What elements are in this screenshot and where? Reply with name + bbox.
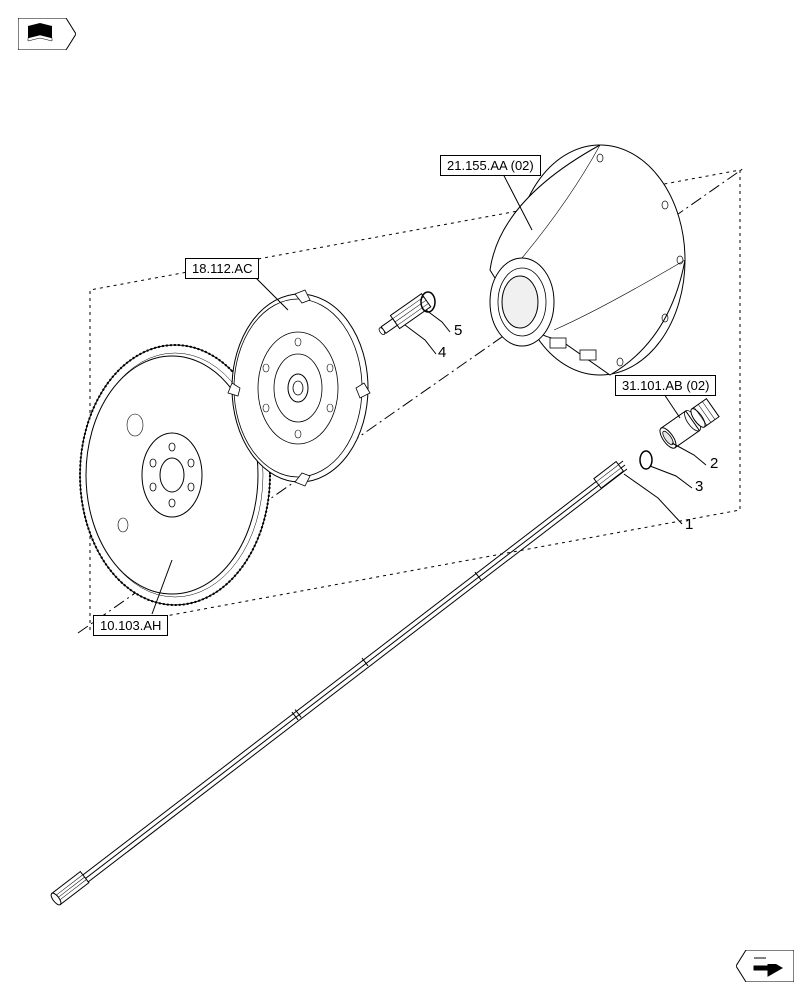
callout-text: 5 <box>454 322 462 339</box>
callout-3: 3 <box>695 478 703 495</box>
label-text: 18.112.AC <box>192 261 252 276</box>
ref-label-21-155-aa: 21.155.AA (02) <box>440 155 541 176</box>
label-text: 10.103.AH <box>100 618 161 633</box>
splined-stub-part <box>376 294 431 339</box>
callout-1: 1 <box>685 516 693 533</box>
label-text: 31.101.AB (02) <box>622 378 709 393</box>
ref-label-18-112-ac: 18.112.AC <box>185 258 259 279</box>
callout-text: 3 <box>695 478 703 495</box>
callout-2: 2 <box>710 455 718 472</box>
callout-text: 4 <box>438 344 446 361</box>
exploded-parts-diagram <box>0 0 812 1000</box>
ref-label-10-103-ah: 10.103.AH <box>93 615 168 636</box>
bell-housing-part <box>490 145 685 375</box>
callout-text: 2 <box>710 455 718 472</box>
label-text: 21.155.AA (02) <box>447 158 534 173</box>
ref-label-31-101-ab: 31.101.AB (02) <box>615 375 716 396</box>
callout-4: 4 <box>438 344 446 361</box>
callout-text: 1 <box>685 516 693 533</box>
callout-5: 5 <box>454 322 462 339</box>
